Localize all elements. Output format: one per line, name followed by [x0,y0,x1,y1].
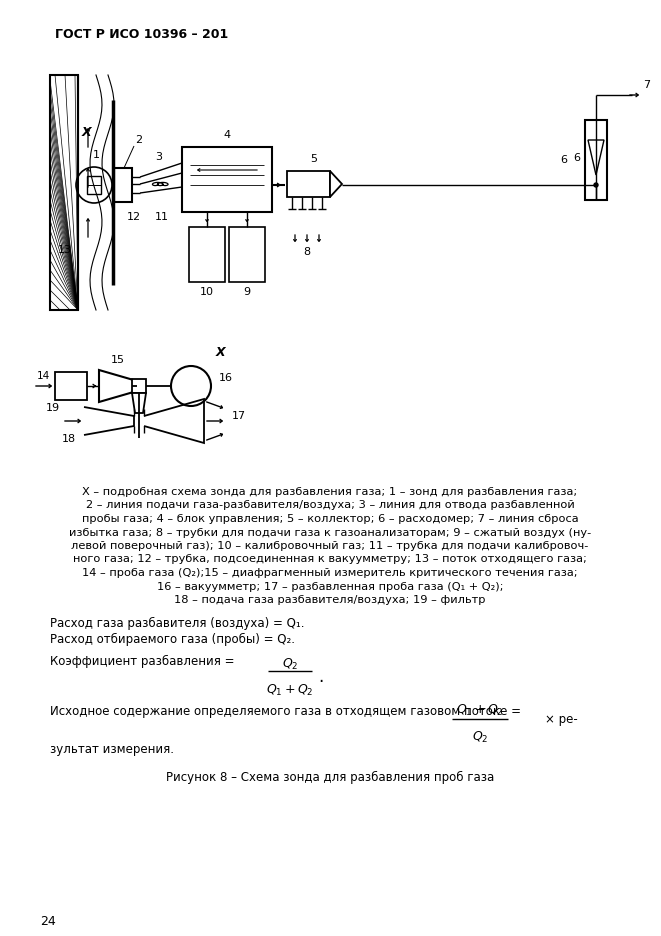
Bar [132,379,146,393]
Text: ГОСТ Р ИСО 10396 – 201: ГОСТ Р ИСО 10396 – 201 [55,28,228,41]
Text: 19: 19 [46,403,60,413]
Text: 18 – подача газа разбавителя/воздуха; 19 – фильтр: 18 – подача газа разбавителя/воздуха; 19… [175,595,486,605]
Text: 6: 6 [573,153,580,163]
Circle shape [76,167,112,203]
Bar [229,227,265,282]
Text: 16 – вакуумметр; 17 – разбавленная проба газа (Q₁ + Q₂);: 16 – вакуумметр; 17 – разбавленная проба… [157,581,503,592]
Text: ного газа; 12 – трубка, подсоединенная к вакуумметру; 13 – поток отходящего газа: ного газа; 12 – трубка, подсоединенная к… [73,554,587,564]
Text: 4: 4 [223,130,231,140]
Text: избытка газа; 8 – трубки для подачи газа к газоанализаторам; 9 – сжатый воздух (: избытка газа; 8 – трубки для подачи газа… [69,528,591,537]
Text: 13: 13 [58,245,72,255]
Text: пробы газа; 4 – блок управления; 5 – коллектор; 6 – расходомер; 7 – линия сброса: пробы газа; 4 – блок управления; 5 – кол… [82,514,578,524]
Bar [87,176,101,194]
Text: 16: 16 [219,373,233,383]
Text: 12: 12 [127,212,141,222]
Text: .: . [318,668,323,686]
Polygon shape [330,171,342,197]
Text: 24: 24 [40,915,56,928]
Text: Рисунок 8 – Схема зонда для разбавления проб газа: Рисунок 8 – Схема зонда для разбавления … [166,770,494,783]
Text: 3: 3 [155,152,163,162]
Text: X: X [215,345,225,358]
Bar [55,372,87,400]
Text: 2: 2 [136,135,143,145]
Bar [50,75,78,310]
Bar [585,120,607,200]
Text: Исходное содержание определяемого газа в отходящем газовом потоке =: Исходное содержание определяемого газа в… [50,705,521,718]
Text: 11: 11 [155,212,169,222]
Bar [114,168,132,202]
Circle shape [594,183,598,187]
Polygon shape [132,393,146,413]
Text: Х – подробная схема зонда для разбавления газа; 1 – зонд для разбавления газа;: Х – подробная схема зонда для разбавлени… [83,487,578,497]
Text: 18: 18 [62,434,76,444]
Text: Расход газа разбавителя (воздуха) = Q₁.: Расход газа разбавителя (воздуха) = Q₁. [50,617,305,630]
Text: Расход отбираемого газа (пробы) = Q₂.: Расход отбираемого газа (пробы) = Q₂. [50,633,295,646]
Text: 14: 14 [36,371,50,381]
Text: $Q_1+Q_2$: $Q_1+Q_2$ [266,682,314,697]
Text: $Q_2$: $Q_2$ [472,729,488,745]
Text: 7: 7 [643,80,650,90]
Text: 5: 5 [311,154,317,164]
Text: зультат измерения.: зультат измерения. [50,742,174,755]
Text: 17: 17 [232,411,246,421]
Text: × ре-: × ре- [545,712,578,725]
Text: 10: 10 [200,287,214,297]
Bar [287,171,330,197]
Text: 1: 1 [93,150,100,160]
Circle shape [171,366,211,406]
Text: Коэффициент разбавления =: Коэффициент разбавления = [50,654,235,667]
Text: 14 – проба газа (Q₂);15 – диафрагменный измеритель критического течения газа;: 14 – проба газа (Q₂);15 – диафрагменный … [82,568,578,578]
Text: 2 – линия подачи газа-разбавителя/воздуха; 3 – линия для отвода разбавленной: 2 – линия подачи газа-разбавителя/воздух… [86,501,574,510]
Text: X: X [81,126,91,139]
Text: $Q_2$: $Q_2$ [282,656,298,672]
Text: 6: 6 [560,155,567,165]
Text: 8: 8 [303,247,311,257]
Polygon shape [99,370,137,402]
Bar [189,227,225,282]
Text: 15: 15 [111,355,125,365]
Bar [182,147,272,212]
Text: левой поверочный газ); 10 – калибровочный газ; 11 – трубка для подачи калибровоч: левой поверочный газ); 10 – калибровочны… [71,541,589,551]
Text: 9: 9 [243,287,251,297]
Text: $Q_1+Q_2$: $Q_1+Q_2$ [456,703,504,718]
